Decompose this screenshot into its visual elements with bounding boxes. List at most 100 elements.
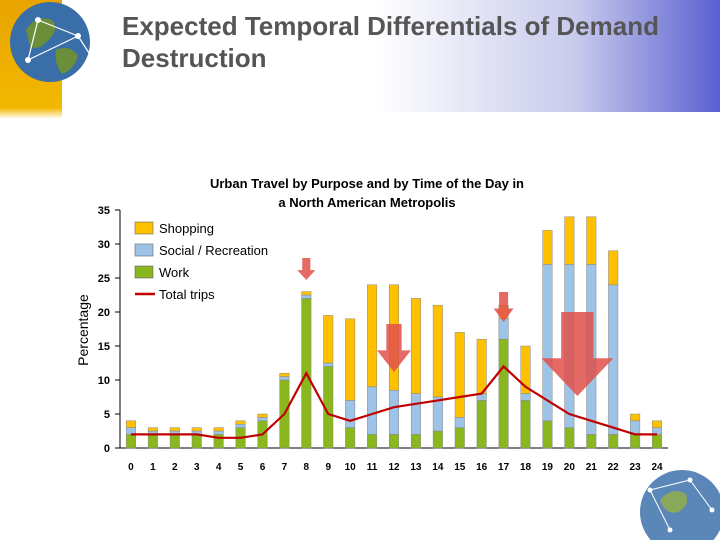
- x-tick-label: 2: [172, 462, 178, 473]
- x-tick-label: 11: [367, 462, 378, 473]
- legend-label: Work: [159, 265, 190, 280]
- shopping-bar: [257, 413, 268, 418]
- y-axis-label: Percentage: [75, 294, 91, 366]
- x-tick-label: 3: [194, 462, 200, 473]
- y-tick-label: 15: [98, 341, 110, 353]
- y-tick-label: 35: [98, 205, 110, 217]
- social-bar: [454, 417, 465, 428]
- x-tick-label: 24: [651, 462, 663, 473]
- x-tick-label: 1: [150, 462, 156, 473]
- down-arrow-small: [493, 292, 514, 322]
- x-tick-label: 21: [586, 462, 598, 473]
- social-bar: [279, 376, 290, 381]
- shopping-bar: [125, 420, 136, 428]
- x-tick-label: 0: [128, 462, 134, 473]
- social-bar: [345, 400, 356, 428]
- work-bar: [586, 434, 597, 449]
- social-bar: [432, 396, 443, 432]
- y-tick-label: 25: [98, 273, 110, 285]
- shopping-bar: [564, 216, 575, 265]
- x-tick-label: 5: [238, 462, 244, 473]
- shopping-bar: [410, 298, 421, 394]
- shopping-bar: [476, 338, 487, 394]
- y-tick-label: 30: [98, 239, 110, 251]
- work-bar: [125, 434, 136, 449]
- social-bar: [410, 393, 421, 435]
- x-tick-label: 20: [564, 462, 576, 473]
- legend-swatch: [134, 221, 154, 235]
- shopping-bar: [345, 318, 356, 401]
- legend-swatch: [134, 243, 154, 257]
- legend-label: Total trips: [159, 287, 215, 302]
- x-tick-label: 8: [304, 462, 310, 473]
- work-bar: [191, 434, 202, 449]
- social-bar: [367, 386, 378, 435]
- shopping-bar: [652, 420, 663, 428]
- shopping-bar: [191, 427, 202, 432]
- work-bar: [498, 338, 509, 449]
- shopping-bar: [520, 345, 531, 394]
- legend-swatch: [134, 265, 154, 279]
- work-bar: [345, 427, 356, 449]
- x-tick-label: 9: [325, 462, 331, 473]
- y-tick-label: 10: [98, 375, 110, 387]
- shopping-bar: [432, 304, 443, 398]
- social-bar: [520, 393, 531, 401]
- shopping-bar: [169, 427, 180, 432]
- shopping-bar: [454, 332, 465, 418]
- shopping-bar: [279, 372, 290, 377]
- shopping-bar: [323, 315, 334, 364]
- social-bar: [301, 294, 312, 299]
- globe-corner-icon: [640, 470, 720, 540]
- x-tick-label: 18: [520, 462, 532, 473]
- social-bar: [323, 362, 334, 367]
- chart-title-line: Urban Travel by Purpose and by Time of t…: [210, 176, 524, 191]
- shopping-bar: [213, 427, 224, 432]
- y-tick-label: 20: [98, 307, 110, 319]
- work-bar: [608, 434, 619, 449]
- shopping-bar: [608, 250, 619, 286]
- x-tick-label: 7: [282, 462, 288, 473]
- y-tick-label: 5: [104, 409, 110, 421]
- social-bar: [235, 423, 246, 428]
- x-tick-label: 14: [432, 462, 444, 473]
- y-tick-label: 0: [104, 443, 110, 455]
- x-tick-label: 15: [454, 462, 466, 473]
- work-bar: [169, 434, 180, 449]
- x-tick-label: 13: [410, 462, 422, 473]
- shopping-bar: [235, 420, 246, 425]
- legend-label: Shopping: [159, 221, 214, 236]
- work-bar: [520, 400, 531, 449]
- decorative-sidebar: [0, 0, 62, 540]
- shopping-bar: [542, 230, 553, 265]
- slide-title: Expected Temporal Differentials of Deman…: [122, 11, 659, 73]
- work-bar: [432, 430, 443, 449]
- shopping-bar: [301, 291, 312, 296]
- work-bar: [542, 420, 553, 449]
- x-tick-label: 22: [608, 462, 620, 473]
- work-bar: [389, 434, 399, 449]
- social-bar: [389, 389, 399, 435]
- down-arrow-medium: [377, 324, 411, 372]
- work-bar: [410, 434, 421, 449]
- header-banner: [0, 0, 720, 112]
- total-trips-line: [130, 364, 658, 439]
- work-bar: [564, 427, 575, 449]
- shopping-bar: [586, 216, 597, 265]
- work-bar: [652, 434, 663, 449]
- x-tick-label: 19: [542, 462, 554, 473]
- x-tick-label: 4: [216, 462, 222, 473]
- work-bar: [454, 427, 465, 449]
- work-bar: [367, 434, 378, 449]
- shopping-bar: [630, 413, 641, 422]
- social-bar: [213, 430, 224, 435]
- social-bar: [257, 417, 268, 422]
- x-tick-label: 6: [260, 462, 266, 473]
- x-tick-label: 10: [345, 462, 357, 473]
- globe-icon: [10, 2, 103, 82]
- x-tick-label: 12: [388, 462, 400, 473]
- work-bar: [630, 434, 641, 449]
- shopping-bar: [147, 427, 158, 432]
- x-tick-label: 16: [476, 462, 488, 473]
